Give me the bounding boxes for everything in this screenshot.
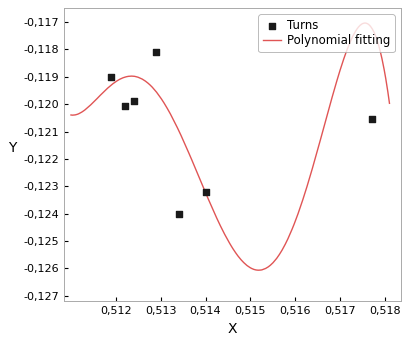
Y-axis label: Y: Y — [8, 141, 17, 155]
Turns — [175, 211, 182, 216]
Polynomial fitting — [68, 114, 73, 118]
Turns — [202, 189, 208, 194]
Turns — [108, 74, 115, 79]
Polynomial fitting — [256, 268, 261, 272]
Turns — [130, 99, 137, 104]
Polynomial fitting — [386, 101, 391, 106]
Polynomial fitting — [150, 86, 155, 90]
Polynomial fitting — [256, 268, 261, 272]
Turns — [121, 103, 128, 108]
Polynomial fitting — [308, 170, 313, 174]
Polynomial fitting — [212, 213, 217, 217]
Turns — [367, 117, 374, 122]
Line: Polynomial fitting: Polynomial fitting — [71, 23, 389, 270]
Polynomial fitting — [281, 245, 286, 249]
Polynomial fitting — [362, 21, 366, 25]
Polynomial fitting — [125, 75, 130, 79]
Turns — [153, 50, 159, 55]
X-axis label: X: X — [227, 322, 237, 336]
Legend: Turns, Polynomial fitting: Turns, Polynomial fitting — [258, 14, 394, 52]
